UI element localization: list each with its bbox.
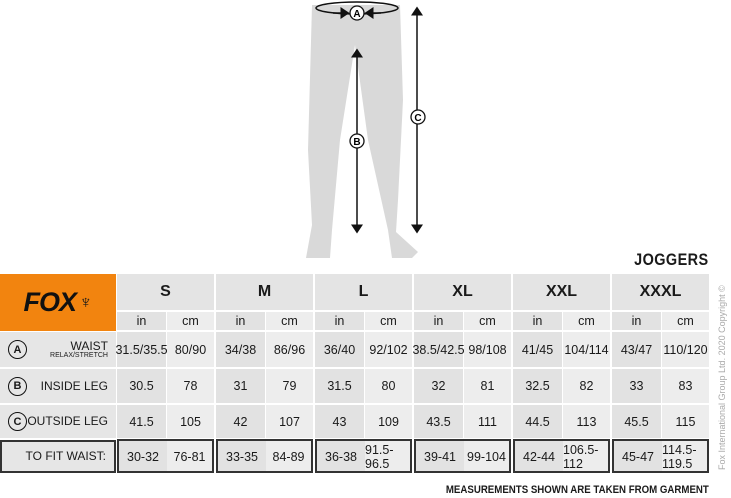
marker-a: A — [8, 340, 27, 359]
fit-group-border — [216, 439, 313, 473]
table-cell: 110/120 — [662, 332, 709, 367]
size-header: M — [216, 274, 313, 310]
fit-cell: 84-89 — [266, 441, 311, 472]
table-cell: 32.5 — [513, 369, 562, 403]
unit-header: in — [315, 312, 364, 330]
fit-group-border — [117, 439, 214, 473]
fit-cell: 99-104 — [464, 441, 509, 472]
unit-header: cm — [464, 312, 511, 330]
size-header: XXL — [513, 274, 610, 310]
row-label: A WAIST RELAX/STRETCH — [0, 332, 116, 367]
marker-c: C — [8, 412, 27, 431]
size-header: XL — [414, 274, 511, 310]
table-cell: 109 — [365, 405, 412, 438]
table-cell: 83 — [662, 369, 709, 403]
unit-header: cm — [662, 312, 709, 330]
fit-cell: 106.5-112 — [563, 441, 608, 472]
fox-head-icon: ♆ — [79, 292, 93, 312]
product-title: JOGGERS — [634, 250, 709, 269]
fit-group-border — [414, 439, 511, 473]
table-cell: 86/96 — [266, 332, 313, 367]
unit-header: in — [117, 312, 166, 330]
fit-group-border — [315, 439, 412, 473]
table-cell: 42 — [216, 405, 265, 438]
fit-cell: 39-41 — [416, 441, 464, 472]
table-cell: 104/114 — [563, 332, 610, 367]
table-cell: 98/108 — [464, 332, 511, 367]
fit-waist-label: TO FIT WAIST: — [0, 440, 116, 473]
table-cell: 44.5 — [513, 405, 562, 438]
table-cell: 82 — [563, 369, 610, 403]
size-header: L — [315, 274, 412, 310]
joggers-silhouette — [306, 5, 418, 258]
label-b: B — [353, 137, 360, 148]
unit-header: in — [216, 312, 265, 330]
table-cell: 34/38 — [216, 332, 265, 367]
table-cell: 43 — [315, 405, 364, 438]
table-cell: 43/47 — [612, 332, 661, 367]
unit-header: cm — [563, 312, 610, 330]
table-cell: 36/40 — [315, 332, 364, 367]
row-sublabel: RELAX/STRETCH — [50, 352, 108, 360]
table-cell: 107 — [266, 405, 313, 438]
table-cell: 105 — [167, 405, 214, 438]
unit-header: in — [612, 312, 661, 330]
label-a: A — [353, 9, 360, 20]
unit-header: in — [414, 312, 463, 330]
table-cell: 38.5/42.5 — [412, 332, 465, 367]
unit-header: cm — [266, 312, 313, 330]
fit-cell: 42-44 — [515, 441, 563, 472]
table-cell: 92/102 — [365, 332, 412, 367]
size-header: S — [117, 274, 214, 310]
row-label-text: OUTSIDE LEG — [27, 414, 108, 429]
fit-cell: 33-35 — [218, 441, 266, 472]
marker-b: B — [8, 376, 27, 396]
size-header: XXXL — [612, 274, 709, 310]
fit-group-border — [612, 439, 709, 473]
unit-header: cm — [365, 312, 412, 330]
joggers-diagram: A B C — [306, 1, 426, 258]
fit-cell: 36-38 — [317, 441, 365, 472]
table-cell: 31.5/35.5 — [115, 332, 168, 367]
table-cell: 31 — [216, 369, 265, 403]
fit-cell: 30-32 — [119, 441, 167, 472]
table-cell: 32 — [414, 369, 463, 403]
fit-cell: 76-81 — [167, 441, 212, 472]
table-cell: 81 — [464, 369, 511, 403]
table-cell: 43.5 — [414, 405, 463, 438]
table-cell: 30.5 — [117, 369, 166, 403]
fox-logo: FOX ♆ — [0, 274, 116, 331]
table-cell: 115 — [662, 405, 709, 438]
table-cell: 111 — [464, 405, 511, 438]
row-label: C OUTSIDE LEG — [0, 405, 116, 438]
label-c: C — [414, 113, 421, 124]
row-label-text: INSIDE LEG — [40, 378, 108, 393]
row-label: B INSIDE LEG — [0, 369, 116, 403]
unit-header: cm — [167, 312, 214, 330]
footer-note: MEASUREMENTS SHOWN ARE TAKEN FROM GARMEN… — [446, 484, 709, 496]
fit-group-border — [513, 439, 610, 473]
table-cell: 45.5 — [612, 405, 661, 438]
table-cell: 78 — [167, 369, 214, 403]
table-cell: 33 — [612, 369, 661, 403]
unit-header: in — [513, 312, 562, 330]
fit-cell: 91.5-96.5 — [365, 441, 410, 472]
fit-cell: 45-47 — [614, 441, 662, 472]
fit-label-text: TO FIT WAIST: — [25, 449, 106, 464]
row-label-text: WAIST — [70, 338, 108, 353]
table-cell: 41/45 — [513, 332, 562, 367]
table-cell: 31.5 — [315, 369, 364, 403]
table-cell: 80 — [365, 369, 412, 403]
table-cell: 80/90 — [167, 332, 214, 367]
table-cell: 113 — [563, 405, 610, 438]
fit-cell: 114.5-119.5 — [662, 441, 707, 472]
table-cell: 41.5 — [117, 405, 166, 438]
table-cell: 79 — [266, 369, 313, 403]
